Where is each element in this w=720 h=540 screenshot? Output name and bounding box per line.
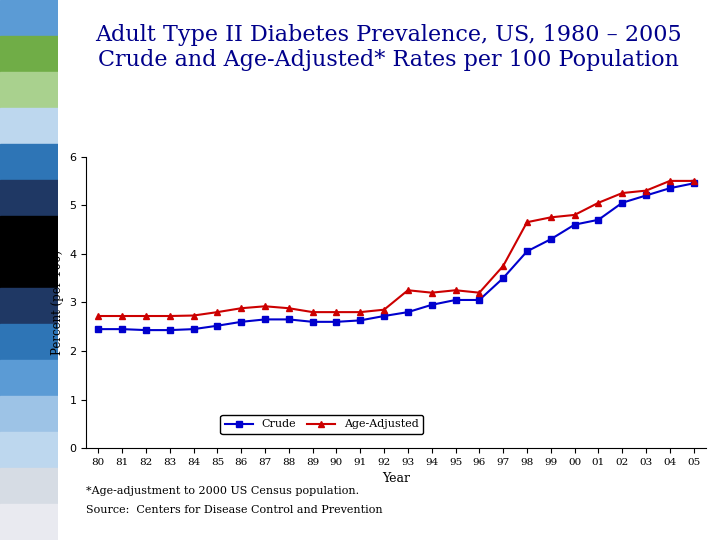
Crude <box>237 319 246 325</box>
Crude <box>213 322 222 329</box>
Crude <box>379 313 388 319</box>
Age-Adjusted <box>213 309 222 315</box>
X-axis label: Year: Year <box>382 472 410 485</box>
Bar <box>0 0 58 36</box>
Crude <box>284 316 293 322</box>
Bar <box>0 144 58 180</box>
Crude <box>189 326 198 332</box>
Crude <box>523 248 531 255</box>
Age-Adjusted <box>356 309 364 315</box>
Crude <box>594 217 603 223</box>
Bar <box>0 180 58 216</box>
Crude <box>332 319 341 325</box>
Age-Adjusted <box>546 214 555 220</box>
Bar <box>0 324 58 360</box>
Text: *Age-adjustment to 2000 US Census population.: *Age-adjustment to 2000 US Census popula… <box>86 486 359 496</box>
Crude <box>570 221 579 228</box>
Crude <box>618 199 626 206</box>
Line: Crude: Crude <box>96 180 696 333</box>
Age-Adjusted <box>94 313 103 319</box>
Text: Crude and Age-Adjusted* Rates per 100 Population: Crude and Age-Adjusted* Rates per 100 Po… <box>99 49 679 71</box>
Crude <box>642 192 650 199</box>
Bar <box>0 504 58 540</box>
Crude <box>261 316 269 322</box>
Age-Adjusted <box>166 313 174 319</box>
Crude <box>665 185 674 191</box>
Crude <box>428 301 436 308</box>
Crude <box>94 326 103 332</box>
Bar <box>0 396 58 432</box>
Bar <box>0 216 58 252</box>
Age-Adjusted <box>475 289 484 296</box>
Crude <box>546 236 555 242</box>
Age-Adjusted <box>618 190 626 196</box>
Age-Adjusted <box>379 306 388 313</box>
Age-Adjusted <box>142 313 150 319</box>
Crude <box>475 297 484 303</box>
Bar <box>0 36 58 72</box>
Bar <box>0 72 58 108</box>
Age-Adjusted <box>499 262 508 269</box>
Age-Adjusted <box>308 309 317 315</box>
Bar <box>0 252 58 288</box>
Crude <box>166 327 174 333</box>
Line: Age-Adjusted: Age-Adjusted <box>95 178 697 320</box>
Age-Adjusted <box>404 287 413 293</box>
Y-axis label: Percent (per 100): Percent (per 100) <box>51 250 64 355</box>
Age-Adjusted <box>237 305 246 312</box>
Age-Adjusted <box>284 305 293 312</box>
Bar <box>0 468 58 504</box>
Crude <box>404 309 413 315</box>
Age-Adjusted <box>261 303 269 309</box>
Age-Adjusted <box>594 199 603 206</box>
Age-Adjusted <box>523 219 531 225</box>
Crude <box>118 326 127 332</box>
Crude <box>356 317 364 323</box>
Crude <box>451 297 460 303</box>
Age-Adjusted <box>428 289 436 296</box>
Age-Adjusted <box>189 312 198 319</box>
Age-Adjusted <box>642 187 650 194</box>
Bar <box>0 108 58 144</box>
Crude <box>689 180 698 186</box>
Crude <box>308 319 317 325</box>
Crude <box>499 275 508 281</box>
Bar <box>0 432 58 468</box>
Text: Adult Type II Diabetes Prevalence, US, 1980 – 2005: Adult Type II Diabetes Prevalence, US, 1… <box>96 24 682 46</box>
Bar <box>0 288 58 324</box>
Age-Adjusted <box>570 212 579 218</box>
Age-Adjusted <box>451 287 460 293</box>
Text: Source:  Centers for Disease Control and Prevention: Source: Centers for Disease Control and … <box>86 505 383 515</box>
Age-Adjusted <box>689 178 698 184</box>
Crude <box>142 327 150 333</box>
Age-Adjusted <box>332 309 341 315</box>
Age-Adjusted <box>665 178 674 184</box>
Legend: Crude, Age-Adjusted: Crude, Age-Adjusted <box>220 415 423 434</box>
Age-Adjusted <box>118 313 127 319</box>
Bar <box>0 360 58 396</box>
